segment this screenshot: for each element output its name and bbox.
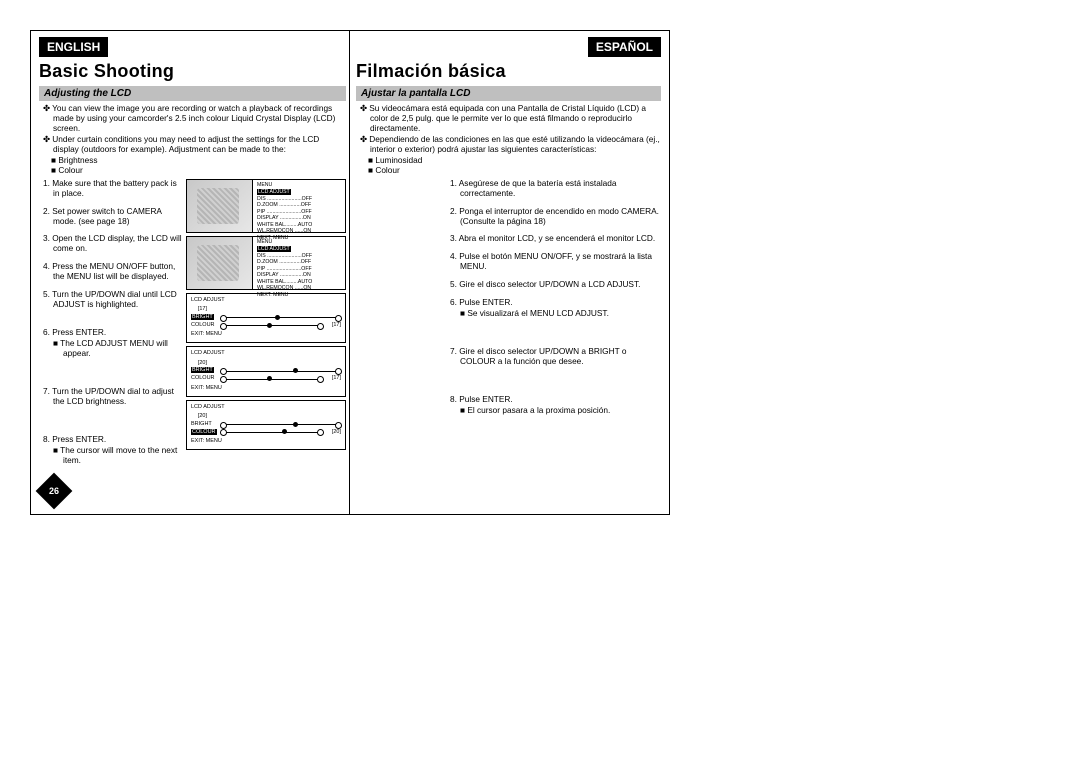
column-english: ENGLISH Basic Shooting Adjusting the LCD… xyxy=(31,31,350,514)
step-sub: Se visualizará el MENU LCD ADJUST. xyxy=(460,309,661,319)
intro-sq: Colour xyxy=(356,166,661,176)
step: 2. Set power switch to CAMERA mode. (see… xyxy=(39,207,182,227)
intro-bullet: Su videocámara está equipada con una Pan… xyxy=(356,104,661,134)
steps-english: 1. Make sure that the battery pack is in… xyxy=(39,179,182,474)
title-english: Basic Shooting xyxy=(39,61,346,82)
lang-badge-english: ENGLISH xyxy=(39,37,108,57)
slider-track xyxy=(221,317,341,318)
slider-track xyxy=(221,432,323,433)
page-number-badge: 26 xyxy=(36,472,73,509)
osd-menu: MENU LCD ADJUST DIS ....................… xyxy=(253,180,345,232)
camcorder-illustration xyxy=(187,237,253,289)
step-text: 8. Pulse ENTER. xyxy=(450,394,513,404)
fig-adjust-1: LCD ADJUST [17] BRIGHT COLOUR [17] EXIT:… xyxy=(186,293,346,343)
step-sub: El cursor pasara a la proxima posición. xyxy=(460,406,661,416)
steps-spanish: 1. Asegúrese de que la batería está inst… xyxy=(356,179,661,416)
step-text: 8. Press ENTER. xyxy=(43,434,106,444)
step: 6. Pulse ENTER. Se visualizará el MENU L… xyxy=(446,298,661,319)
intro-bullet: You can view the image you are recording… xyxy=(39,104,346,134)
column-spanish: ESPAÑOL Filmación básica Ajustar la pant… xyxy=(350,31,669,514)
step: 8. Pulse ENTER. El cursor pasara a la pr… xyxy=(446,395,661,416)
step: 1. Make sure that the battery pack is in… xyxy=(39,179,182,199)
step: 5. Turn the UP/DOWN dial until LCD ADJUS… xyxy=(39,290,182,310)
subhead-spanish: Ajustar la pantalla LCD xyxy=(356,86,661,101)
intro-spanish: Su videocámara está equipada con una Pan… xyxy=(356,104,661,176)
lang-badge-spanish: ESPAÑOL xyxy=(588,37,661,57)
fig-adjust-3: LCD ADJUST [20] BRIGHT COLOUR [20] EXIT:… xyxy=(186,400,346,450)
fig-menu-1: MENU LCD ADJUST DIS ....................… xyxy=(186,179,346,233)
slider-track xyxy=(221,379,323,380)
step-text: 6. Pulse ENTER. xyxy=(450,297,513,307)
step: 6. Press ENTER. The LCD ADJUST MENU will… xyxy=(39,328,182,359)
step: 3. Open the LCD display, the LCD will co… xyxy=(39,234,182,254)
step: 2. Ponga el interruptor de encendido en … xyxy=(446,207,661,227)
step-sub: The LCD ADJUST MENU will appear. xyxy=(53,339,182,359)
subhead-english: Adjusting the LCD xyxy=(39,86,346,101)
intro-bullet: Under curtain conditions you may need to… xyxy=(39,135,346,155)
osd-menu: MENU LCD ADJUST DIS ....................… xyxy=(253,237,345,289)
intro-english: You can view the image you are recording… xyxy=(39,104,346,176)
step: 7. Gire el disco selector UP/DOWN a BRIG… xyxy=(446,347,661,367)
slider-track xyxy=(221,371,341,372)
step-text: 6. Press ENTER. xyxy=(43,327,106,337)
figure-column: MENU LCD ADJUST DIS ....................… xyxy=(186,179,346,474)
intro-sq: Luminosidad xyxy=(356,156,661,166)
step: 8. Press ENTER. The cursor will move to … xyxy=(39,435,182,466)
fig-menu-2: MENU LCD ADJUST DIS ....................… xyxy=(186,236,346,290)
intro-bullet: Dependiendo de las condiciones en las qu… xyxy=(356,135,661,155)
title-spanish: Filmación básica xyxy=(356,61,661,82)
step-sub: The cursor will move to the next item. xyxy=(53,446,182,466)
slider-track xyxy=(221,424,341,425)
intro-sq: Brightness xyxy=(39,156,346,166)
step: 3. Abra el monitor LCD, y se encenderá e… xyxy=(446,234,661,244)
step: 4. Pulse el botón MENU ON/OFF, y se most… xyxy=(446,252,661,272)
step: 5. Gire el disco selector UP/DOWN a LCD … xyxy=(446,280,661,290)
manual-page: ENGLISH Basic Shooting Adjusting the LCD… xyxy=(30,30,670,515)
step: 1. Asegúrese de que la batería está inst… xyxy=(446,179,661,199)
intro-sq: Colour xyxy=(39,166,346,176)
step: 7. Turn the UP/DOWN dial to adjust the L… xyxy=(39,387,182,407)
camcorder-illustration xyxy=(187,180,253,232)
fig-adjust-2: LCD ADJUST [20] BRIGHT COLOUR [17] EXIT:… xyxy=(186,346,346,396)
step: 4. Press the MENU ON/OFF button, the MEN… xyxy=(39,262,182,282)
slider-track xyxy=(221,325,323,326)
